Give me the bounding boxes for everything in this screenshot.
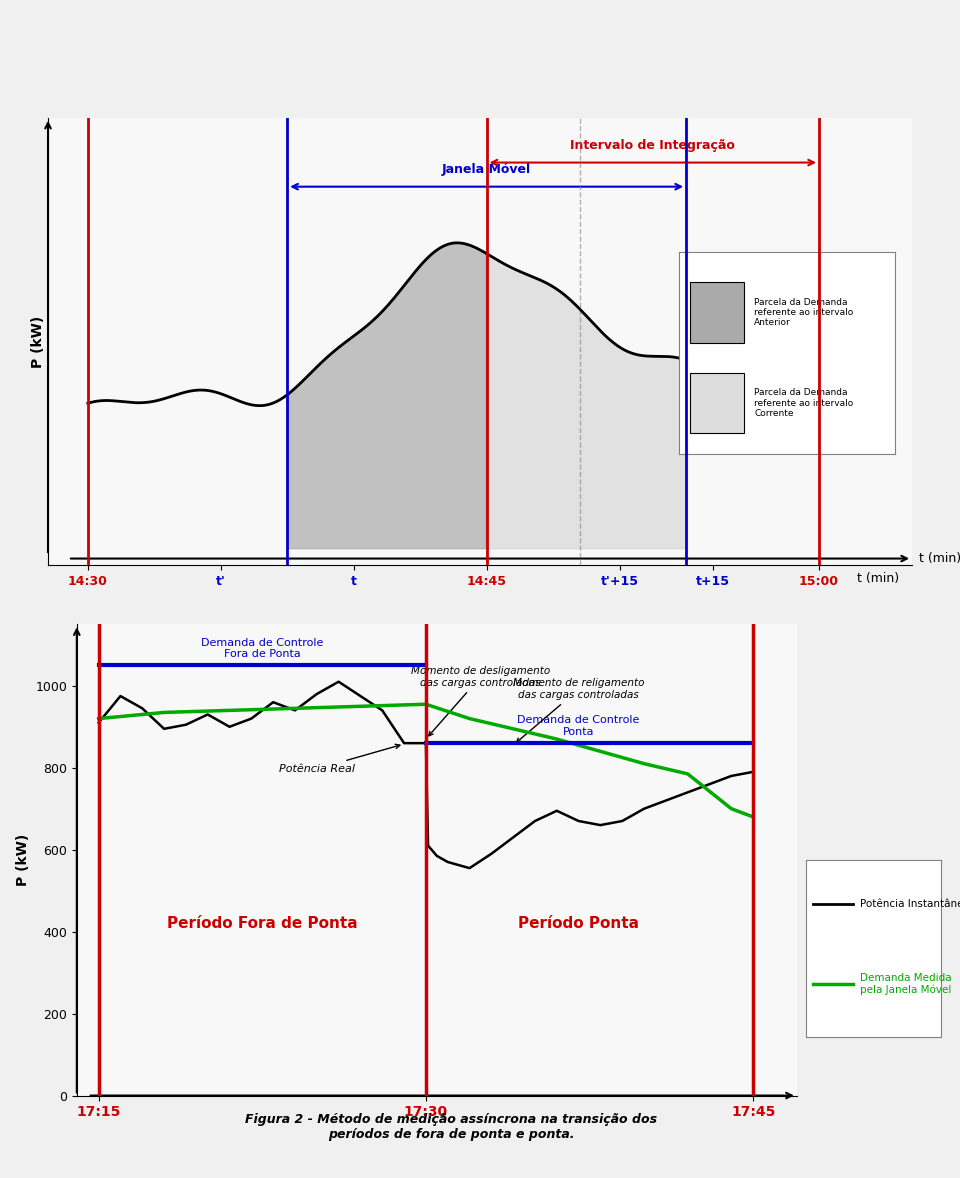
- Text: Demanda de Controle
Ponta: Demanda de Controle Ponta: [517, 715, 639, 737]
- Text: Potência Instantânea: Potência Instantânea: [860, 899, 960, 909]
- Text: Potência Real: Potência Real: [278, 744, 400, 774]
- Text: t (min): t (min): [856, 573, 899, 585]
- Text: Demanda de Controle
Fora de Ponta: Demanda de Controle Fora de Ponta: [201, 637, 324, 660]
- Text: Momento de desligamento
das cargas controladas: Momento de desligamento das cargas contr…: [411, 667, 550, 736]
- Text: Demanda Medida
pela Janela Móvel: Demanda Medida pela Janela Móvel: [860, 973, 951, 994]
- Text: Momento de religamento
das cargas controladas: Momento de religamento das cargas contro…: [513, 679, 644, 742]
- Text: Período Ponta: Período Ponta: [518, 916, 639, 931]
- Text: t (min): t (min): [919, 552, 960, 565]
- Text: Figura 2 - Método de medição assíncrona na transição dos
períodos de fora de pon: Figura 2 - Método de medição assíncrona …: [245, 1113, 658, 1141]
- Y-axis label: P (kW): P (kW): [32, 316, 45, 368]
- Text: Janela Móvel: Janela Móvel: [443, 164, 531, 177]
- Y-axis label: P (kW): P (kW): [15, 834, 30, 886]
- Text: Figura 1 - Método de medição assíncrona (janela móvel): Figura 1 - Método de medição assíncrona …: [281, 655, 679, 668]
- Text: Intervalo de Integração: Intervalo de Integração: [570, 139, 735, 152]
- Text: Período Fora de Ponta: Período Fora de Ponta: [167, 916, 357, 931]
